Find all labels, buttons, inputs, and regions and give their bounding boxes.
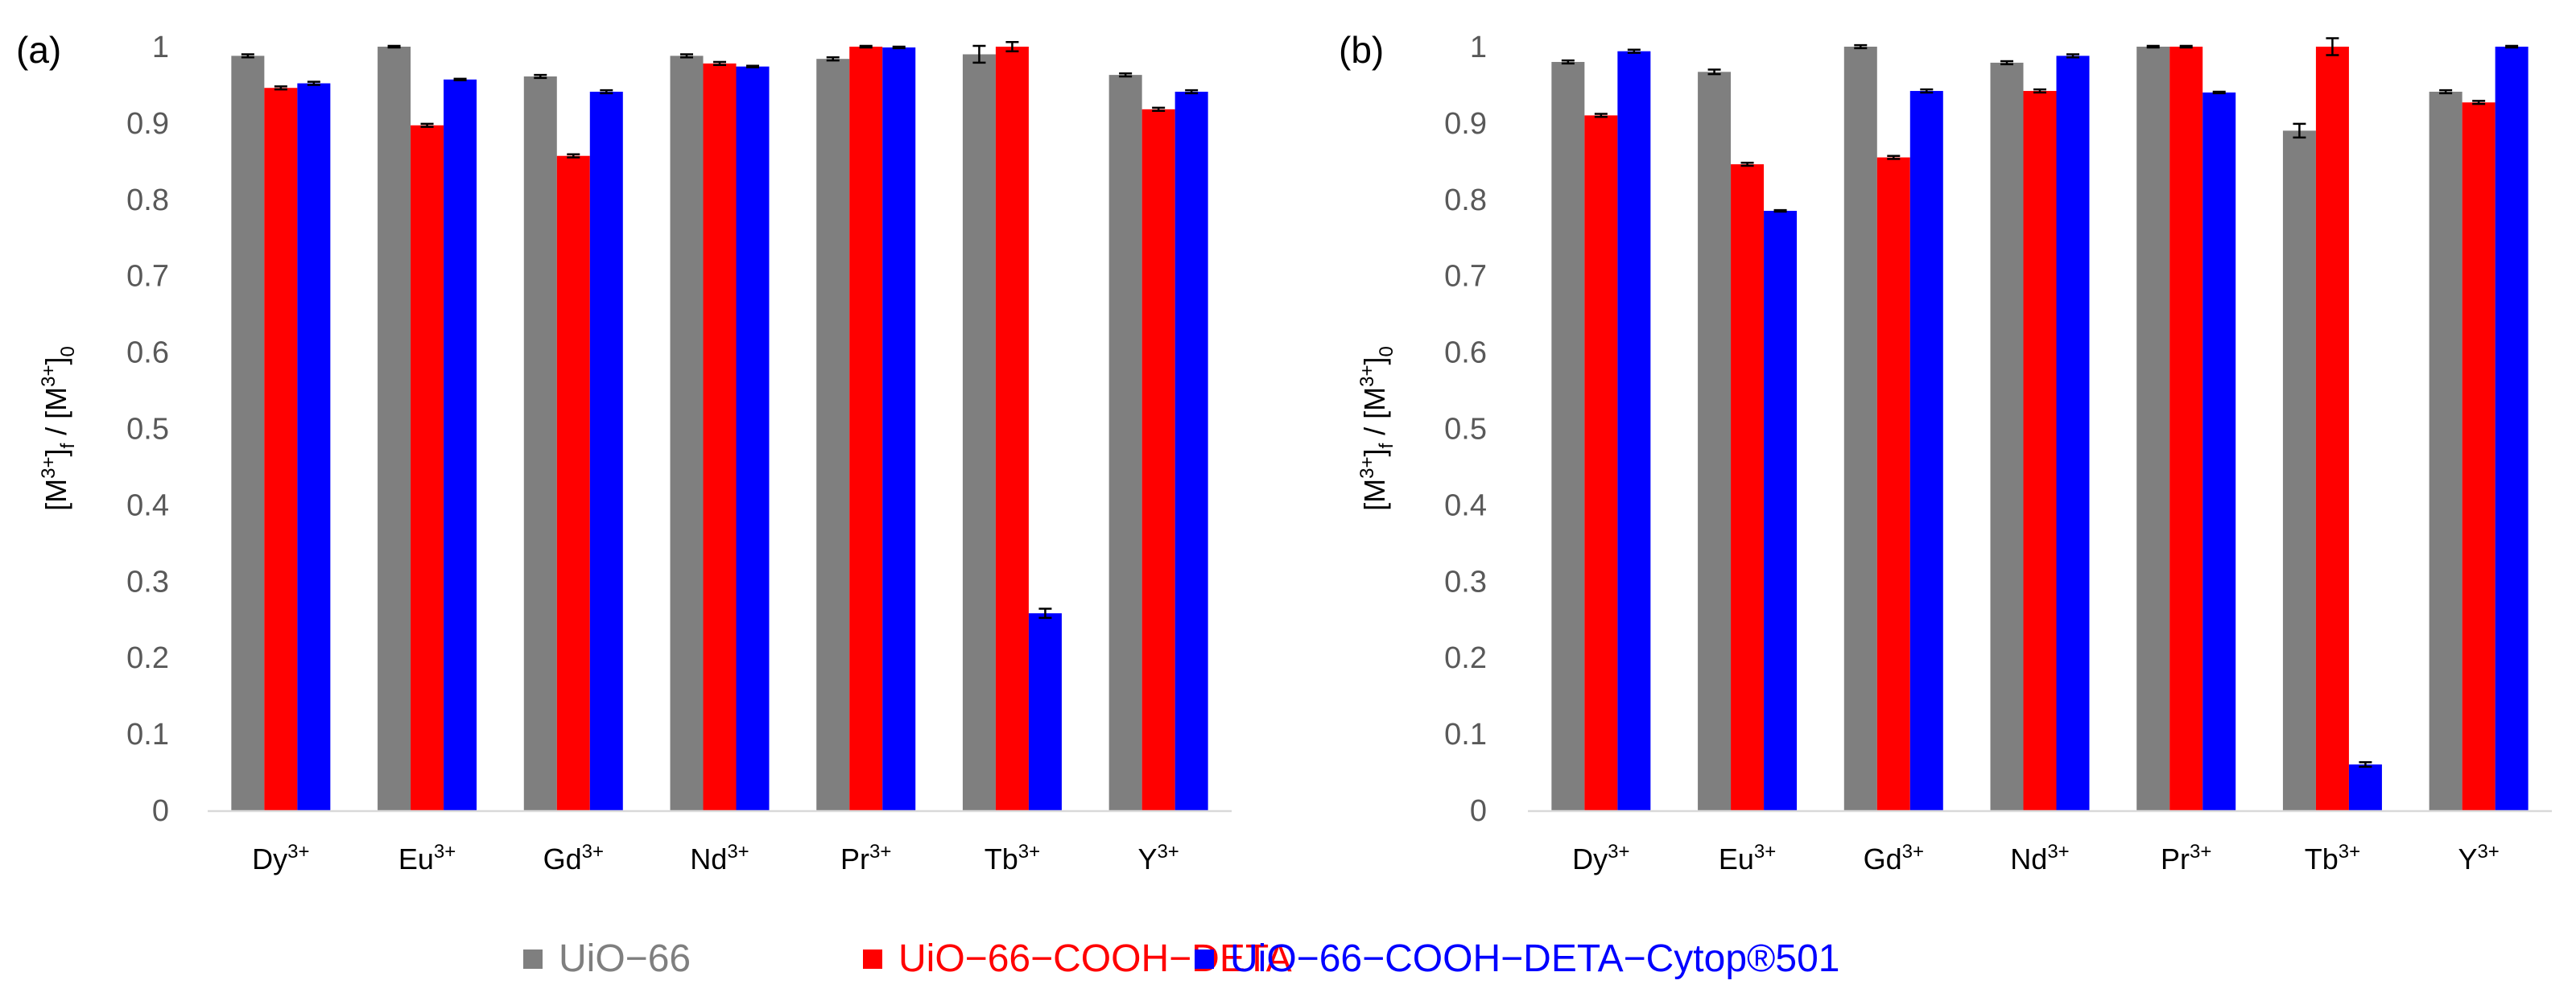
y-axis-label: [M3+]f / [M3+]0: [38, 346, 79, 511]
legend: UiO−66 UiO−66−COOH−DETAUiO−66−COOH−DETA−C…: [523, 937, 1839, 980]
legend-swatch-0: [523, 950, 543, 969]
bar-0-s0-c6: [1108, 75, 1142, 811]
bar-0-s0-c0: [231, 56, 265, 810]
bar-1-s0-c3: [1990, 62, 2024, 810]
y-tick-label: 0.2: [126, 641, 169, 675]
bar-0-s0-c2: [523, 76, 557, 811]
x-tick-label: Nd3+: [2010, 841, 2069, 875]
bar-1-s1-c5: [2315, 47, 2349, 810]
y-tick-label: 0.9: [1444, 107, 1487, 141]
y-axis-label: [M3+]f / [M3+]0: [1356, 346, 1397, 511]
y-tick-label: 0.3: [126, 565, 169, 599]
bar-1-s1-c6: [2462, 102, 2496, 811]
bar-0-s1-c6: [1141, 109, 1175, 810]
bar-0-s0-c3: [670, 56, 704, 810]
bar-0-s2-c3: [736, 66, 770, 810]
y-tick-label: 0.7: [126, 260, 169, 294]
y-tick-label: 0.6: [126, 336, 169, 370]
bar-1-s1-c1: [1731, 164, 1765, 810]
bar-0-s1-c5: [995, 47, 1029, 810]
bar-1-s1-c2: [1876, 157, 1910, 811]
x-tick-label: Y3+: [1137, 841, 1179, 875]
bar-0-s0-c5: [962, 54, 996, 811]
x-tick-label: Y3+: [2458, 841, 2499, 875]
y-tick-label: 0.9: [126, 107, 169, 141]
bar-0-s2-c5: [1028, 613, 1062, 810]
bar-0-s2-c0: [297, 83, 331, 810]
x-tick-label: Pr3+: [2161, 841, 2211, 875]
bar-0-s0-c1: [378, 47, 411, 810]
panel-label: (a): [16, 29, 61, 71]
bar-0-s0-c4: [816, 59, 850, 810]
bar-1-s2-c4: [2202, 92, 2236, 810]
y-tick-label: 0.5: [1444, 413, 1487, 447]
y-tick-label: 0.5: [126, 413, 169, 447]
bar-1-s2-c3: [2056, 56, 2090, 810]
y-tick-label: 0.4: [1444, 488, 1487, 522]
bar-1-s1-c4: [2169, 47, 2203, 810]
bar-1-s1-c0: [1584, 115, 1618, 810]
bar-0-s1-c3: [703, 63, 737, 811]
panel-label: (b): [1339, 29, 1384, 71]
x-tick-label: Gd3+: [543, 841, 604, 875]
chart-panel-1: (b) 0 0.1 0.2 0.3 0.4 0.5 0.6 0.7 0.8 0.9 1 [M3+]f /…: [1339, 29, 2552, 875]
bar-1-s0-c5: [2282, 130, 2316, 810]
bar-1-s0-c2: [1843, 47, 1877, 810]
bar-1-s0-c4: [2136, 47, 2170, 810]
chart-panel-0: (a) 0 0.1 0.2 0.3 0.4 0.5 0.6 0.7 0.8 0.9 1 [M3+]f /…: [16, 29, 1232, 875]
bar-1-s2-c1: [1764, 211, 1798, 810]
y-tick-label: 0.4: [126, 488, 169, 522]
y-tick-label: 0.8: [1444, 183, 1487, 217]
y-tick-label: 1: [1470, 31, 1487, 64]
bar-0-s2-c2: [589, 91, 623, 811]
bar-0-s1-c1: [411, 125, 444, 810]
x-tick-label: Tb3+: [2305, 841, 2360, 875]
legend-label-2: UiO−66−COOH−DETA−Cytop®501: [1230, 937, 1839, 980]
x-tick-label: Dy3+: [252, 841, 309, 875]
legend-swatch-1: [863, 950, 882, 969]
bar-0-s2-c1: [444, 79, 477, 810]
x-tick-label: Eu3+: [1719, 841, 1776, 875]
bar-0-s1-c4: [849, 47, 883, 810]
y-tick-label: 0.7: [1444, 260, 1487, 294]
bar-1-s2-c6: [2495, 47, 2529, 810]
y-tick-label: 1: [152, 31, 169, 64]
y-tick-label: 0.2: [1444, 641, 1487, 675]
y-tick-label: 0.6: [1444, 336, 1487, 370]
x-tick-label: Dy3+: [1572, 841, 1629, 875]
y-tick-label: 0.8: [126, 183, 169, 217]
x-tick-label: Eu3+: [398, 841, 456, 875]
x-tick-label: Pr3+: [840, 841, 891, 875]
bar-0-s2-c6: [1174, 91, 1208, 811]
bar-1-s2-c0: [1617, 51, 1651, 811]
x-tick-label: Gd3+: [1864, 841, 1924, 875]
y-tick-label: 0.1: [126, 718, 169, 752]
legend-label-1: UiO−66−COOH−DETA: [898, 937, 1292, 980]
legend-label-0: UiO−66: [559, 937, 691, 980]
x-tick-label: Tb3+: [985, 841, 1040, 875]
bar-1-s2-c2: [1909, 91, 1943, 811]
bar-1-s2-c5: [2348, 764, 2382, 810]
bar-0-s2-c4: [882, 47, 916, 811]
bar-1-s1-c3: [2023, 91, 2057, 811]
bar-0-s1-c0: [264, 88, 298, 811]
y-tick-label: 0: [1470, 794, 1487, 828]
y-tick-label: 0.1: [1444, 718, 1487, 752]
legend-swatch-2: [1195, 950, 1214, 969]
bar-1-s0-c1: [1698, 72, 1732, 810]
bar-1-s0-c0: [1551, 61, 1585, 811]
x-tick-label: Nd3+: [690, 841, 749, 875]
y-tick-label: 0: [152, 794, 169, 828]
y-tick-label: 0.3: [1444, 565, 1487, 599]
bar-0-s1-c2: [556, 155, 590, 810]
bar-1-s0-c6: [2429, 91, 2462, 811]
